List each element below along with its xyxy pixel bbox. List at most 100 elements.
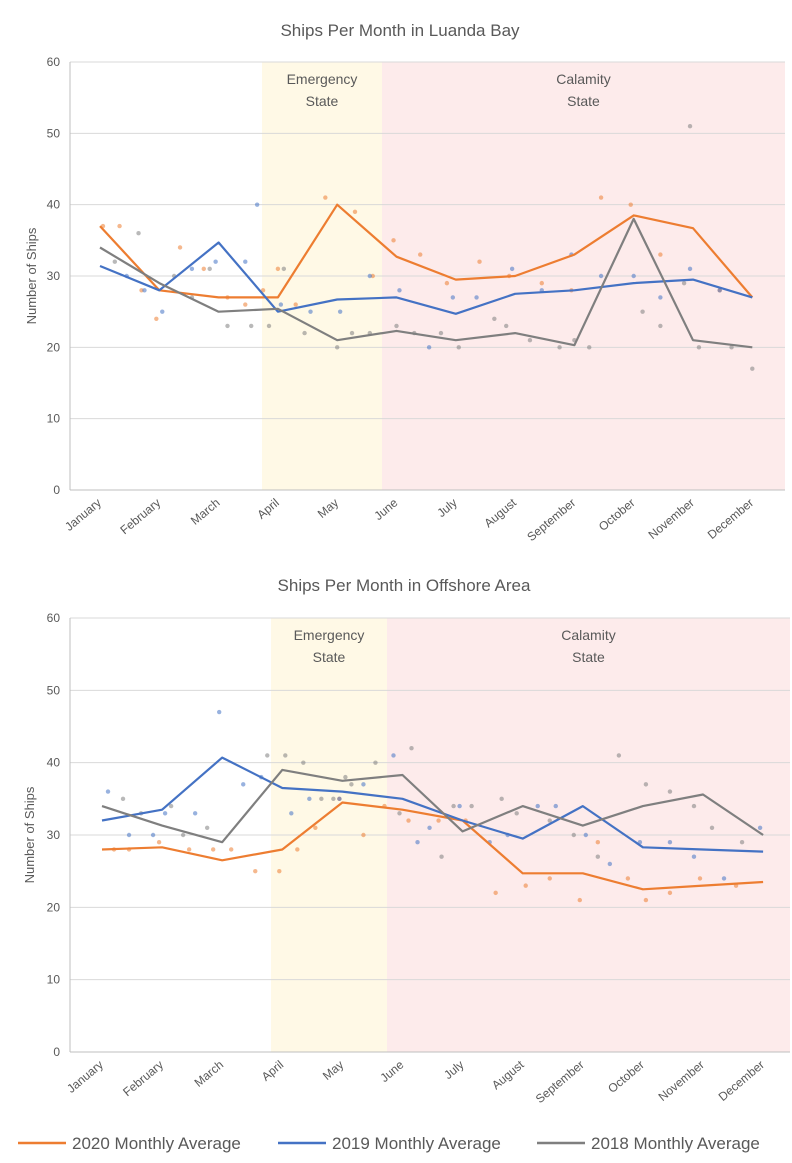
data-point xyxy=(571,832,576,838)
data-point xyxy=(577,897,582,903)
y-tick-label: 30 xyxy=(47,828,61,842)
data-point xyxy=(739,840,745,845)
data-point xyxy=(709,825,715,830)
data-point xyxy=(691,854,697,859)
data-point xyxy=(391,753,396,758)
luanda-bay-chart: Ships Per Month in Luanda Bay Emergency St… xyxy=(24,21,785,544)
data-point xyxy=(260,288,266,293)
data-point xyxy=(697,876,703,881)
data-point xyxy=(691,803,697,809)
data-point xyxy=(295,847,300,852)
data-point xyxy=(189,266,195,272)
data-point xyxy=(192,811,198,816)
data-point xyxy=(394,323,399,329)
data-point xyxy=(477,259,482,264)
legend-label: 2018 Monthly Average xyxy=(591,1134,760,1153)
data-point xyxy=(438,330,444,336)
data-point xyxy=(547,818,552,823)
x-tick-label: September xyxy=(533,1058,587,1106)
data-point xyxy=(266,323,272,329)
band-label: State xyxy=(313,649,346,665)
data-point xyxy=(625,876,631,881)
chart-title: Ships Per Month in Luanda Bay xyxy=(280,21,520,40)
series-line-2020 xyxy=(99,203,754,299)
data-point xyxy=(243,259,248,264)
series-line-2018 xyxy=(99,217,753,349)
data-point xyxy=(595,854,601,859)
data-point xyxy=(352,209,358,214)
data-point xyxy=(150,832,156,838)
y-tick-label: 60 xyxy=(47,55,61,69)
data-point xyxy=(361,832,366,838)
data-point xyxy=(201,266,206,272)
x-tick-label: July xyxy=(441,1058,466,1082)
data-point xyxy=(391,238,396,243)
data-point xyxy=(607,861,613,867)
data-point xyxy=(721,876,727,881)
data-point xyxy=(289,811,294,816)
y-tick-label: 20 xyxy=(47,900,61,914)
data-point xyxy=(687,124,693,129)
y-tick-label: 60 xyxy=(47,611,61,625)
data-point xyxy=(349,330,355,336)
band-label: Calamity xyxy=(556,71,610,87)
data-point xyxy=(631,273,636,279)
data-point xyxy=(504,323,509,329)
data-point xyxy=(337,796,342,802)
x-tick-label: August xyxy=(481,495,519,530)
data-point xyxy=(337,309,343,314)
data-point xyxy=(307,796,312,802)
data-point xyxy=(427,825,432,830)
data-point xyxy=(249,323,254,329)
data-point xyxy=(283,753,288,758)
data-point xyxy=(265,753,270,758)
x-tick-label: February xyxy=(117,496,163,538)
data-point xyxy=(177,245,183,250)
data-point xyxy=(313,825,318,830)
legend-label: 2020 Monthly Average xyxy=(72,1134,241,1153)
data-point xyxy=(658,323,663,329)
x-tick-label: October xyxy=(605,1058,647,1096)
data-point xyxy=(142,288,147,293)
band-label: State xyxy=(567,93,600,109)
data-point xyxy=(451,803,456,809)
legend-label: 2019 Monthly Average xyxy=(332,1134,501,1153)
y-axis-label: Number of Ships xyxy=(22,786,37,883)
data-point xyxy=(628,202,633,207)
data-point xyxy=(120,796,126,802)
data-point xyxy=(757,825,763,830)
chart-title: Ships Per Month in Offshore Area xyxy=(278,576,531,595)
data-point xyxy=(658,252,663,257)
x-tick-label: June xyxy=(371,495,400,523)
data-point xyxy=(409,746,414,751)
series-line-2020 xyxy=(101,801,764,891)
data-point xyxy=(587,345,592,350)
data-point xyxy=(180,832,186,838)
data-point xyxy=(154,316,159,321)
data-point xyxy=(539,280,544,286)
data-point xyxy=(616,753,622,758)
band-label: Emergency xyxy=(294,627,365,643)
data-point xyxy=(450,295,456,300)
x-tick-label: April xyxy=(259,1058,286,1084)
data-point xyxy=(658,295,663,300)
x-tick-label: December xyxy=(705,496,756,542)
data-point xyxy=(373,760,378,765)
band-label: State xyxy=(572,649,605,665)
data-point xyxy=(681,280,687,286)
data-point xyxy=(293,302,298,307)
data-point xyxy=(207,266,212,272)
data-point xyxy=(583,832,589,838)
data-point xyxy=(335,345,340,350)
data-point xyxy=(225,323,230,329)
y-tick-label: 0 xyxy=(53,483,60,497)
x-tick-label: December xyxy=(716,1058,767,1104)
data-point xyxy=(667,789,673,794)
data-point xyxy=(301,760,306,765)
data-point xyxy=(729,345,734,350)
x-tick-label: January xyxy=(62,496,104,534)
data-point xyxy=(117,223,122,229)
band-label: Calamity xyxy=(561,627,615,643)
y-tick-label: 40 xyxy=(47,198,61,212)
data-point xyxy=(514,811,519,816)
